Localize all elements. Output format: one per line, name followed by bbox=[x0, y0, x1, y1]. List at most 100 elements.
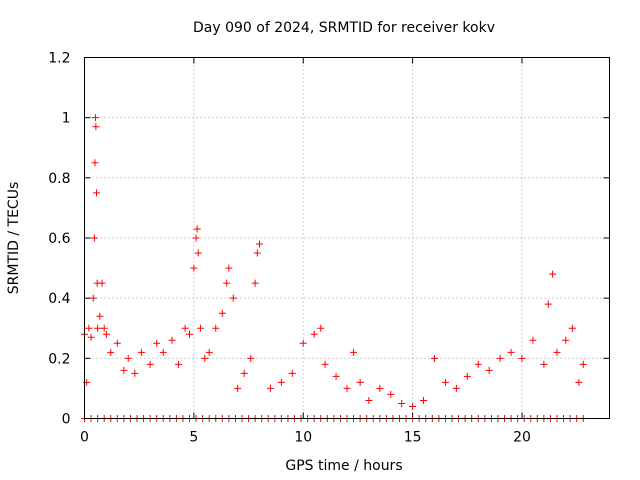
data-point bbox=[91, 114, 99, 122]
data-point bbox=[131, 369, 139, 377]
data-point bbox=[175, 360, 183, 368]
data-point bbox=[92, 123, 100, 131]
data-point bbox=[256, 240, 263, 248]
data-point bbox=[288, 369, 296, 377]
data-point bbox=[343, 384, 351, 392]
data-point bbox=[277, 378, 285, 386]
y-tick-label: 0.4 bbox=[48, 291, 70, 307]
grid-lines bbox=[84, 57, 610, 419]
data-point bbox=[91, 159, 99, 167]
data-point bbox=[89, 294, 97, 302]
data-point bbox=[153, 339, 161, 347]
x-tick-label: 20 bbox=[513, 430, 531, 446]
data-points bbox=[81, 114, 587, 422]
data-point bbox=[240, 369, 248, 377]
data-point bbox=[376, 384, 384, 392]
data-point bbox=[540, 360, 548, 368]
data-point bbox=[398, 399, 406, 407]
data-point bbox=[452, 384, 460, 392]
data-point bbox=[485, 366, 493, 374]
data-point bbox=[102, 330, 110, 338]
data-point bbox=[317, 324, 325, 332]
y-tick-label: 0 bbox=[62, 412, 71, 428]
y-tick-label: 1.2 bbox=[48, 51, 70, 67]
y-tick-label: 0.6 bbox=[48, 231, 70, 247]
data-point bbox=[496, 354, 504, 362]
data-point bbox=[124, 354, 132, 362]
data-point bbox=[544, 300, 552, 308]
data-point bbox=[120, 366, 128, 374]
x-axis-label: GPS time / hours bbox=[285, 458, 402, 474]
data-point bbox=[549, 270, 557, 278]
data-point bbox=[98, 279, 106, 287]
x-tick-label: 5 bbox=[189, 430, 198, 446]
data-point bbox=[253, 249, 261, 257]
data-point bbox=[441, 378, 449, 386]
data-point bbox=[93, 189, 101, 197]
data-point bbox=[146, 360, 154, 368]
series-points bbox=[81, 114, 587, 410]
data-point bbox=[553, 348, 561, 356]
data-point bbox=[159, 348, 167, 356]
data-point bbox=[205, 348, 213, 356]
data-point bbox=[190, 264, 198, 272]
data-point bbox=[94, 324, 102, 332]
data-point bbox=[186, 330, 193, 338]
data-point bbox=[387, 390, 395, 398]
data-point bbox=[568, 324, 576, 332]
x-tick-label: 0 bbox=[80, 430, 89, 446]
y-tick-labels: 0 0.2 0.4 0.6 0.8 1 1.2 bbox=[48, 51, 70, 428]
data-point bbox=[87, 333, 95, 341]
data-point bbox=[96, 312, 104, 320]
x-tick-label: 15 bbox=[404, 430, 422, 446]
data-point bbox=[409, 402, 417, 410]
data-point bbox=[192, 234, 200, 242]
data-point bbox=[225, 264, 233, 272]
data-point bbox=[194, 249, 202, 257]
plot-frame bbox=[84, 57, 610, 419]
data-point bbox=[193, 225, 201, 233]
data-point bbox=[518, 354, 526, 362]
data-point bbox=[332, 372, 340, 380]
data-point bbox=[321, 360, 329, 368]
data-point bbox=[212, 324, 220, 332]
data-point bbox=[229, 294, 237, 302]
data-point bbox=[575, 378, 583, 386]
data-point bbox=[562, 336, 570, 344]
data-point bbox=[85, 324, 93, 332]
axis-ticks bbox=[84, 57, 610, 419]
data-point bbox=[223, 279, 231, 287]
data-point bbox=[196, 324, 204, 332]
data-point bbox=[100, 324, 108, 332]
x-tick-label: 10 bbox=[294, 430, 312, 446]
data-point bbox=[251, 279, 259, 287]
data-point bbox=[474, 360, 482, 368]
data-point bbox=[201, 354, 209, 362]
data-point bbox=[431, 354, 438, 362]
data-point bbox=[218, 309, 226, 317]
data-point bbox=[247, 354, 255, 362]
data-point bbox=[350, 348, 358, 356]
data-point bbox=[234, 384, 242, 392]
y-tick-label: 0.2 bbox=[48, 351, 70, 367]
data-point bbox=[137, 348, 145, 356]
chart-title: Day 090 of 2024, SRMTID for receiver kok… bbox=[193, 20, 495, 36]
data-point bbox=[529, 336, 537, 344]
data-point bbox=[507, 348, 515, 356]
y-tick-label: 1 bbox=[62, 111, 71, 127]
data-point bbox=[463, 372, 471, 380]
data-point bbox=[181, 324, 189, 332]
data-point bbox=[113, 339, 121, 347]
data-point bbox=[310, 330, 318, 338]
data-point bbox=[90, 234, 98, 242]
data-point bbox=[266, 384, 274, 392]
data-point bbox=[299, 339, 307, 347]
x-tick-labels: 0 5 10 15 20 bbox=[80, 430, 531, 446]
data-point bbox=[420, 396, 428, 404]
data-point bbox=[107, 348, 115, 356]
data-point bbox=[168, 336, 176, 344]
data-point bbox=[356, 378, 364, 386]
y-tick-label: 0.8 bbox=[48, 171, 70, 187]
data-point bbox=[579, 360, 587, 368]
